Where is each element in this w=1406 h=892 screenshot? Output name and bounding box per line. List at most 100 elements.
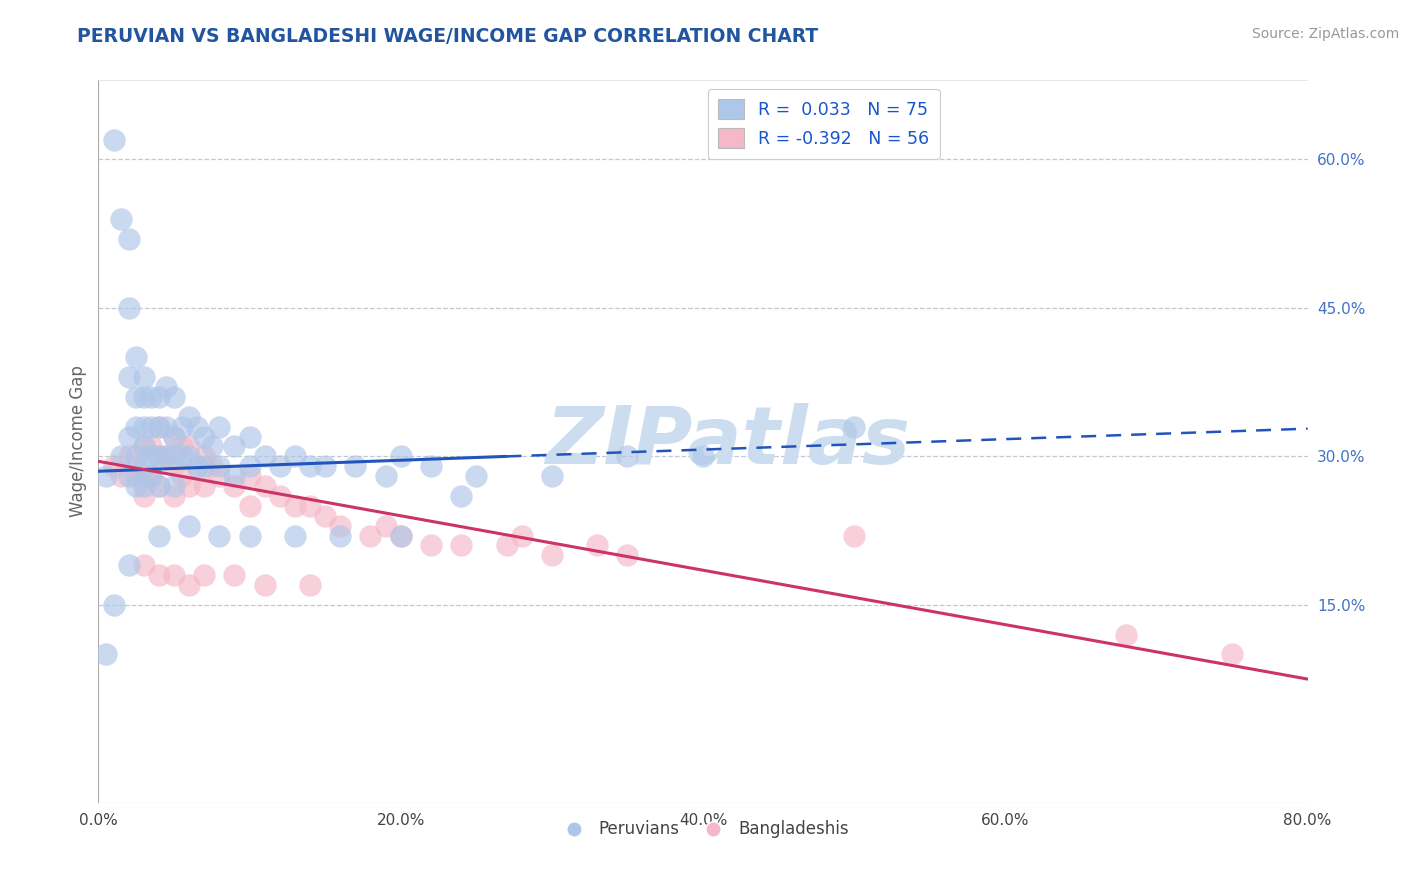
Point: [132, 489, 155, 503]
Point: [253, 450, 276, 464]
Point: [163, 429, 186, 443]
Point: [420, 459, 443, 474]
Point: [616, 450, 638, 464]
Point: [148, 450, 170, 464]
Point: [239, 459, 262, 474]
Point: [208, 459, 231, 474]
Point: [163, 450, 186, 464]
Point: [314, 508, 336, 523]
Point: [193, 429, 215, 443]
Point: [125, 390, 148, 404]
Point: [389, 450, 412, 464]
Point: [118, 301, 141, 315]
Point: [148, 479, 170, 493]
Point: [208, 419, 231, 434]
Point: [132, 558, 155, 573]
Point: [155, 380, 177, 394]
Point: [224, 440, 246, 454]
Point: [540, 469, 562, 483]
Point: [269, 489, 291, 503]
Point: [389, 528, 412, 542]
Point: [616, 549, 638, 563]
Point: [239, 528, 262, 542]
Point: [148, 568, 170, 582]
Point: [239, 499, 262, 513]
Point: [125, 351, 148, 365]
Point: [179, 450, 201, 464]
Point: [148, 450, 170, 464]
Point: [208, 469, 231, 483]
Point: [132, 469, 155, 483]
Point: [299, 578, 322, 592]
Text: ZIPatlas: ZIPatlas: [544, 402, 910, 481]
Point: [179, 578, 201, 592]
Point: [118, 450, 141, 464]
Point: [141, 419, 163, 434]
Point: [118, 558, 141, 573]
Point: [329, 518, 352, 533]
Point: [170, 450, 193, 464]
Point: [103, 598, 125, 612]
Point: [495, 539, 517, 553]
Point: [132, 479, 155, 493]
Point: [170, 419, 193, 434]
Point: [148, 528, 170, 542]
Point: [344, 459, 367, 474]
Point: [179, 409, 201, 424]
Point: [141, 450, 163, 464]
Legend: Peruvians, Bangladeshis: Peruvians, Bangladeshis: [551, 814, 855, 845]
Point: [692, 450, 714, 464]
Point: [125, 479, 148, 493]
Point: [844, 419, 866, 434]
Point: [94, 469, 117, 483]
Point: [1115, 627, 1137, 641]
Point: [132, 459, 155, 474]
Point: [141, 469, 163, 483]
Point: [110, 211, 132, 226]
Point: [284, 499, 307, 513]
Point: [239, 469, 262, 483]
Point: [450, 539, 472, 553]
Point: [148, 390, 170, 404]
Point: [540, 549, 562, 563]
Point: [193, 479, 215, 493]
Point: [510, 528, 533, 542]
Point: [193, 450, 215, 464]
Point: [450, 489, 472, 503]
Point: [103, 133, 125, 147]
Point: [148, 419, 170, 434]
Point: [148, 419, 170, 434]
Point: [110, 450, 132, 464]
Text: Source: ZipAtlas.com: Source: ZipAtlas.com: [1251, 27, 1399, 41]
Point: [253, 479, 276, 493]
Point: [201, 440, 224, 454]
Point: [118, 370, 141, 384]
Point: [186, 459, 208, 474]
Point: [132, 419, 155, 434]
Point: [103, 459, 125, 474]
Point: [253, 578, 276, 592]
Point: [141, 440, 163, 454]
Point: [125, 459, 148, 474]
Point: [132, 440, 155, 454]
Point: [141, 390, 163, 404]
Point: [94, 648, 117, 662]
Point: [118, 232, 141, 246]
Point: [224, 568, 246, 582]
Point: [374, 518, 396, 533]
Point: [208, 528, 231, 542]
Point: [186, 459, 208, 474]
Point: [844, 528, 866, 542]
Point: [163, 479, 186, 493]
Point: [125, 450, 148, 464]
Point: [155, 419, 177, 434]
Point: [389, 528, 412, 542]
Point: [125, 469, 148, 483]
Point: [179, 440, 201, 454]
Point: [314, 459, 336, 474]
Point: [179, 479, 201, 493]
Point: [284, 450, 307, 464]
Point: [163, 390, 186, 404]
Point: [132, 370, 155, 384]
Point: [163, 489, 186, 503]
